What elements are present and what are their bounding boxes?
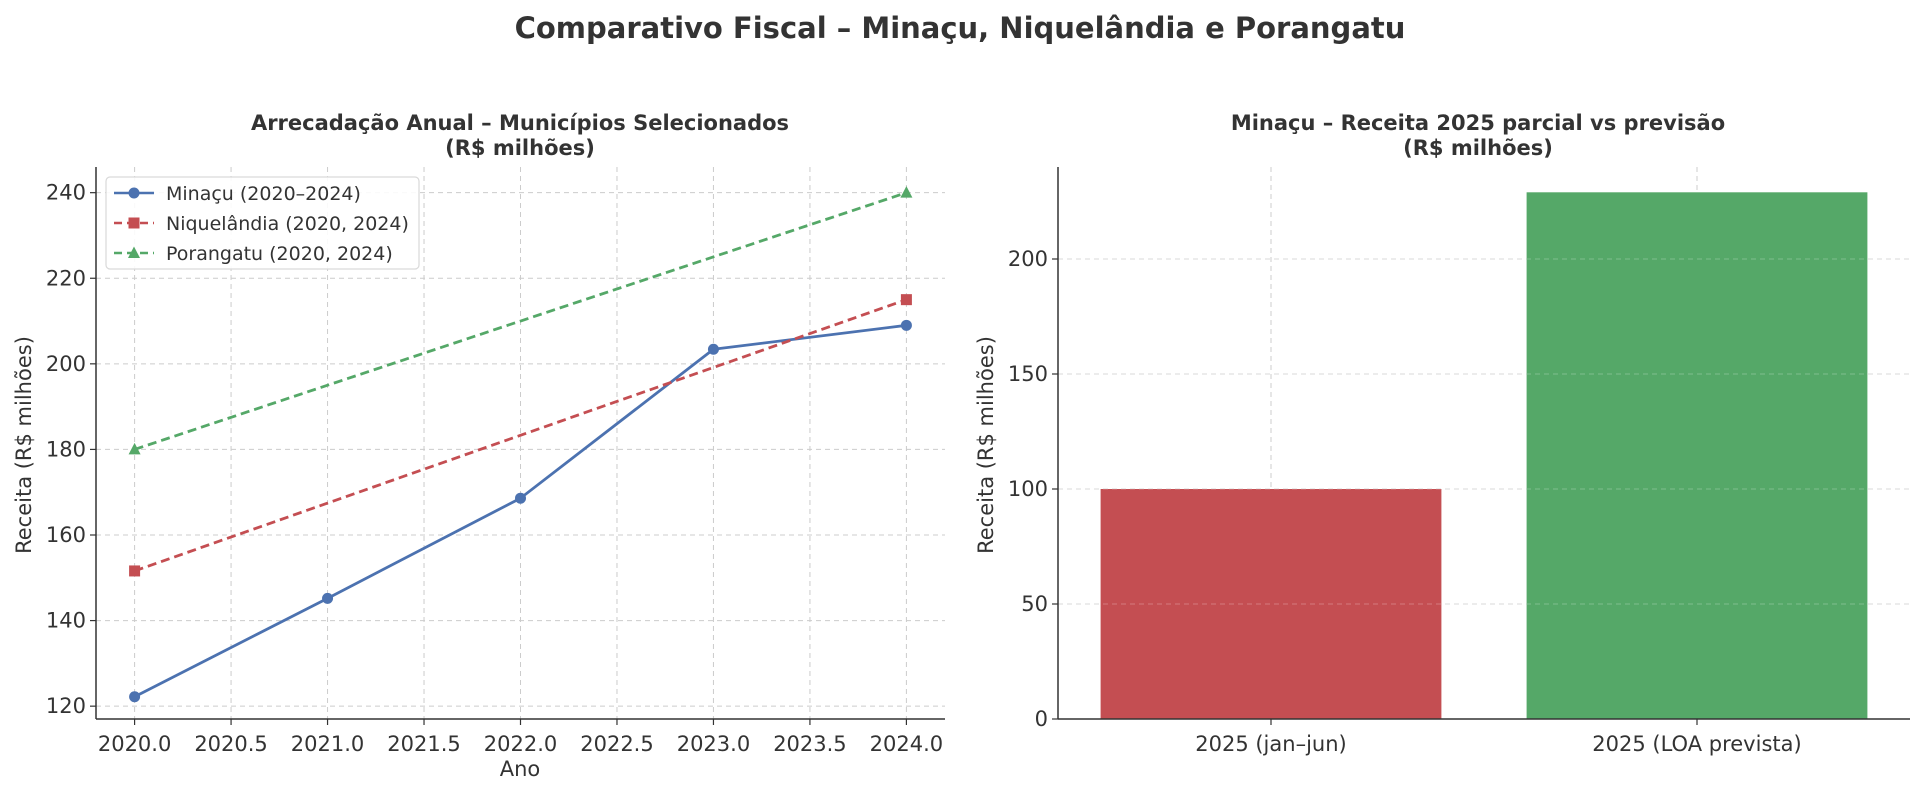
line-chart: Arrecadação Anual – Municípios Seleciona… [12, 111, 945, 781]
line-chart-ytick-label: 160 [46, 523, 86, 547]
line-chart-legend-label: Minaçu (2020–2024) [166, 183, 361, 205]
line-chart-xtick-label: 2020.0 [98, 732, 171, 756]
line-chart-legend-label: Porangatu (2020, 2024) [166, 243, 393, 265]
line-chart-point [128, 442, 141, 455]
line-chart-series-line [134, 298, 907, 573]
bar-chart-ticks: 0 50 100 150 200 2025 (jan–jun) 2025 (LOA prev… [1008, 247, 1802, 756]
line-chart-xtick-label: 2022.0 [484, 732, 557, 756]
line-chart-title: Arrecadação Anual – Municípios Seleciona… [251, 111, 789, 135]
bar-chart-ytick-label: 150 [1008, 362, 1048, 386]
line-chart-grid [96, 167, 945, 719]
line-chart-legend-marker [128, 187, 140, 199]
line-chart-legend-box [105, 176, 420, 270]
bar-chart-title: Minaçu – Receita 2025 parcial vs previsã… [1231, 111, 1725, 135]
bar-chart-ylabel: Receita (R$ milhões) [974, 336, 998, 554]
bar-chart-bar [1100, 489, 1442, 719]
line-chart-ytick-label: 240 [46, 181, 86, 205]
line-chart-xtick-label: 2023.5 [773, 732, 846, 756]
line-chart-xlabel: Ano [500, 757, 541, 781]
line-chart-xtick-label: 2024.0 [870, 732, 943, 756]
figure-title: Comparativo Fiscal – Minaçu, Niquelândia… [515, 11, 1406, 45]
line-chart-point [707, 343, 719, 355]
line-chart-series-line [134, 191, 907, 451]
line-chart-point [900, 294, 912, 306]
line-chart-xtick-label: 2020.5 [194, 732, 267, 756]
line-chart-point [900, 186, 913, 198]
line-chart-legend-label: Niquelândia (2020, 2024) [166, 213, 409, 235]
line-chart-xtick-label: 2023.0 [677, 732, 750, 756]
bar-chart-ytick-label: 200 [1008, 247, 1048, 271]
line-chart-xtick-label: 2021.0 [291, 732, 364, 756]
bar-chart: Minaçu – Receita 2025 parcial vs previsã… [974, 111, 1910, 756]
line-chart-ytick-label: 180 [46, 437, 86, 461]
line-chart-ytick-label: 120 [46, 694, 86, 718]
line-chart-point [129, 565, 141, 577]
line-chart-ticks: 2020.0 2020.5 2021.0 2021.5 2022.0 2022.5 2023… [46, 181, 943, 756]
line-chart-xtick-label: 2022.5 [580, 732, 653, 756]
line-chart-ytick-label: 140 [46, 609, 86, 633]
line-chart-legend-marker [128, 217, 140, 229]
bar-chart-xtick-label: 2025 (LOA prevista) [1592, 732, 1801, 756]
line-chart-point [515, 492, 526, 504]
bar-chart-ytick-label: 0 [1035, 707, 1048, 731]
bar-chart-ytick-label: 50 [1021, 592, 1048, 616]
line-chart-legend: Minaçu (2020–2024) Niquelândia (2020, 202… [105, 176, 420, 270]
line-chart-point [129, 691, 141, 703]
line-chart-point [322, 592, 334, 604]
line-chart-legend-marker [128, 246, 140, 258]
bar-chart-xtick-label: 2025 (jan–jun) [1195, 732, 1346, 756]
line-chart-ytick-label: 200 [46, 352, 86, 376]
bar-chart-bars [1058, 192, 1910, 720]
line-chart-ytick-label: 220 [46, 266, 86, 290]
line-chart-xtick-label: 2021.5 [387, 732, 460, 756]
line-chart-point [900, 319, 912, 331]
bar-chart-bar [1526, 192, 1868, 720]
line-chart-ylabel: Receita (R$ milhões) [12, 336, 36, 554]
bar-chart-ytick-label: 100 [1008, 477, 1048, 501]
bar-chart-subtitle: (R$ milhões) [1403, 136, 1553, 160]
line-chart-series [128, 186, 913, 703]
line-chart-subtitle: (R$ milhões) [445, 136, 595, 160]
